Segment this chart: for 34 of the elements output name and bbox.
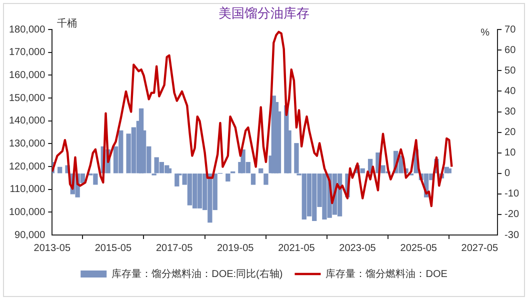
y2-tick-label: 70 <box>504 24 516 36</box>
legend-label: 库存量：馏分燃料油：DOE:同比(右轴) <box>112 268 283 280</box>
x-tick-label: 2025-05 <box>400 242 438 254</box>
y-axis-title: 千桶 <box>57 17 78 30</box>
y-tick-label: 90,000 <box>14 230 46 241</box>
y2-tick-label: 40 <box>504 86 516 97</box>
y-tick-label: 130,000 <box>8 138 46 150</box>
x-tick-label: 2013-05 <box>34 242 71 254</box>
y2-tick-label: 20 <box>504 127 516 138</box>
y-tick-label: 110,000 <box>10 184 46 196</box>
x-tick-label: 2027-05 <box>461 242 498 254</box>
y-tick-label: 140,000 <box>8 116 46 127</box>
y-tick-label: 100,000 <box>8 206 46 218</box>
y2-tick-label: 10 <box>504 148 516 159</box>
x-tick-label: 2017-05 <box>156 242 194 254</box>
y-tick-label: 120,000 <box>8 161 46 172</box>
legend-label: 库存量：馏分燃料油：DOE <box>326 268 448 280</box>
y2-tick-label: -20 <box>504 209 520 220</box>
y-tick-label: 170,000 <box>8 47 46 58</box>
y2-tick-label: 30 <box>504 106 516 118</box>
y2-tick-label: 60 <box>504 44 516 56</box>
y2-tick-label: 0 <box>504 168 511 180</box>
y-tick-label: 150,000 <box>8 92 46 104</box>
y2-tick-label: -30 <box>504 230 520 241</box>
y2-tick-label: 50 <box>504 65 516 76</box>
y-tick-label: 180,000 <box>8 24 46 36</box>
y2-axis-title: % <box>480 27 490 38</box>
y2-tick-label: -10 <box>504 188 520 200</box>
x-tick-label: 2023-05 <box>339 242 376 254</box>
chart-title: 美国馏分油库存 <box>218 5 310 20</box>
x-tick-label: 2015-05 <box>94 242 132 254</box>
x-tick-label: 2021-05 <box>278 242 316 254</box>
x-tick-label: 2019-05 <box>216 242 254 254</box>
y-tick-label: 160,000 <box>8 70 46 81</box>
